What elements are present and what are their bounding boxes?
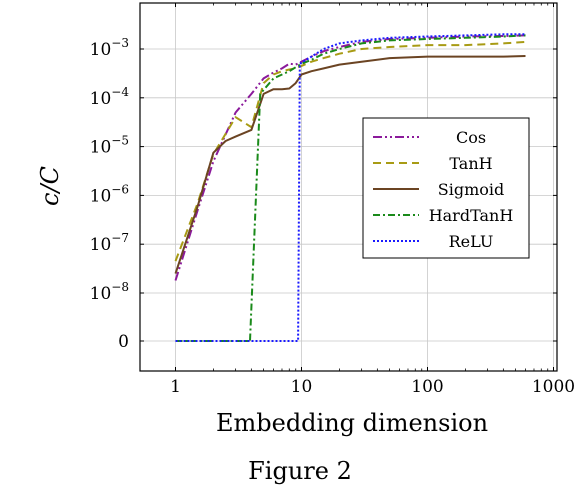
legend-label-cos: Cos bbox=[456, 128, 486, 147]
series-line-hardtanh bbox=[175, 34, 526, 342]
figure-caption: Figure 2 bbox=[248, 457, 352, 485]
series-line-cos bbox=[174, 34, 526, 281]
series-line-sigmoid bbox=[174, 55, 526, 274]
plot-frame bbox=[139, 2, 558, 372]
y-tick-label: 10−5 bbox=[90, 134, 129, 158]
legend-label-sigmoid: Sigmoid bbox=[438, 180, 504, 199]
legend-label-relu: ReLU bbox=[449, 232, 494, 251]
x-tick-label: 100 bbox=[411, 377, 443, 397]
series-line-relu bbox=[175, 33, 526, 342]
y-tick-label: 10−4 bbox=[90, 85, 130, 109]
legend-label-hardtanh: HardTanH bbox=[429, 206, 514, 225]
x-tick-label: 1 bbox=[170, 377, 181, 397]
x-tick-label: 1000 bbox=[532, 377, 575, 397]
legend-label-tanh: TanH bbox=[449, 154, 492, 173]
legend: Cos TanH Sigmoid HardTanH ReLU bbox=[362, 117, 530, 259]
x-tick-label: 10 bbox=[291, 377, 313, 397]
y-tick-label: 0 bbox=[118, 332, 129, 352]
ticks: 1 10 100 1000 0 10−8 10−7 10−6 10−5 10−4 10−3 bbox=[90, 3, 575, 397]
series-layer bbox=[174, 33, 526, 342]
y-tick-label: 10−3 bbox=[90, 36, 129, 60]
y-tick-label: 10−7 bbox=[90, 231, 129, 255]
y-axis-title: c/C bbox=[36, 166, 64, 206]
x-axis-title: Embedding dimension bbox=[216, 409, 488, 437]
y-tick-label: 10−8 bbox=[90, 280, 129, 304]
series-line-tanh bbox=[174, 40, 526, 262]
y-tick-label: 10−6 bbox=[90, 182, 129, 206]
